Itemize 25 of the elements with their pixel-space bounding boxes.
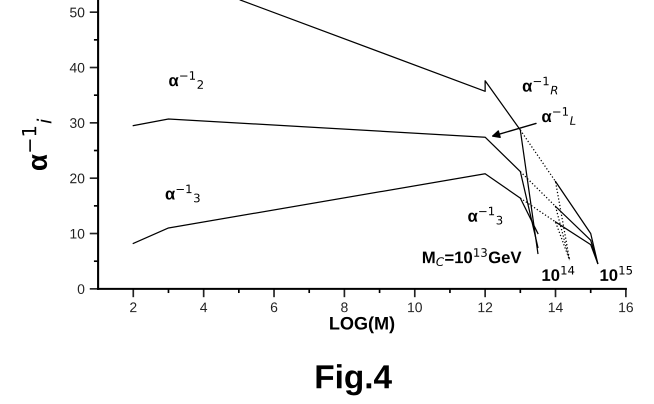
y-tick-label: 10 [70,228,84,239]
annotation: α$^{−1}$$_{R}$ [522,76,558,94]
annotation: α$^{−1}$$_{3}$ [166,184,200,202]
text: Fig.4 [316,364,392,396]
y-tick-label: 50 [70,8,84,18]
x-tick-label: 2 [130,302,136,312]
y-tick-label: 30 [70,118,84,128]
annotation: α$^{−1}$$_{L}$ [542,107,576,125]
x-tick-label: 14 [548,302,563,312]
annotation: M$_{C}$=10$^{13}$GeV [422,248,522,266]
x-tick-label: 12 [478,302,492,312]
annotation: α$^{−1}$$_{2}$ [169,71,203,89]
x-tick-label: 6 [270,302,278,312]
annotation: α$^{−1}$$_{3}$ [468,206,502,225]
x-tick-label: 8 [341,302,348,312]
annotation: 10$^{15}$ [600,266,632,282]
y-tick-label: 20 [70,174,84,184]
y-tick-label: 40 [70,62,84,73]
annotation: 10$^{14}$ [542,266,574,282]
y-axis-title: α$^{−1}$$_{i}$ [22,118,52,170]
x-tick-label: 10 [408,302,422,312]
x-tick-label: 16 [619,302,633,312]
x-axis-title: LOG(M) [330,316,394,334]
y-tick-label: 0 [78,284,84,294]
x-tick-label: 4 [200,302,208,312]
